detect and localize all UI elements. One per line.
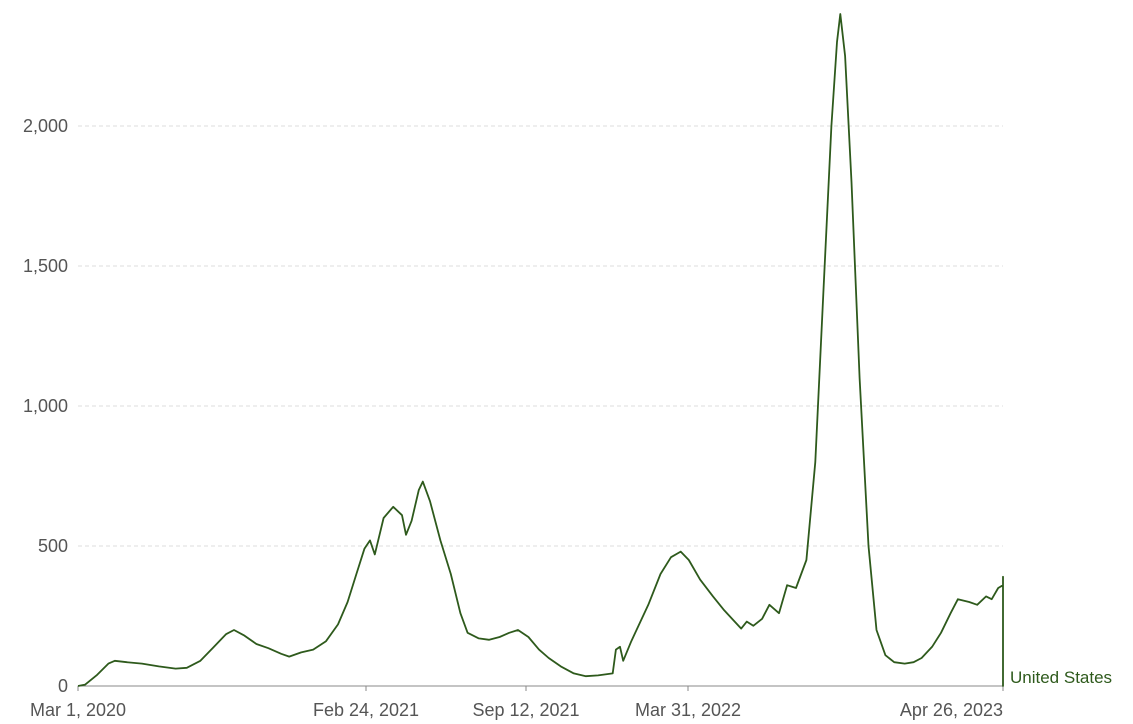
y-tick-label: 0: [58, 676, 68, 696]
x-tick-label: Sep 12, 2021: [472, 700, 579, 720]
x-tick-label: Mar 1, 2020: [30, 700, 126, 720]
y-tick-label: 1,500: [23, 256, 68, 276]
x-tick-label: Feb 24, 2021: [313, 700, 419, 720]
gridlines: [78, 125, 1003, 547]
x-axis: Mar 1, 2020 Feb 24, 2021 Sep 12, 2021 Mar 3…: [30, 686, 1004, 720]
y-tick-label: 500: [38, 536, 68, 556]
series-line-united-states: [77, 13, 1004, 687]
series-layer: United States: [77, 13, 1112, 687]
series-label: United States: [1010, 668, 1112, 687]
y-tick-label: 2,000: [23, 116, 68, 136]
x-tick-label: Mar 31, 2022: [635, 700, 741, 720]
y-axis-labels: 0 500 1,000 1,500 2,000: [23, 116, 68, 696]
y-tick-label: 1,000: [23, 396, 68, 416]
x-tick-label: Apr 26, 2023: [900, 700, 1003, 720]
